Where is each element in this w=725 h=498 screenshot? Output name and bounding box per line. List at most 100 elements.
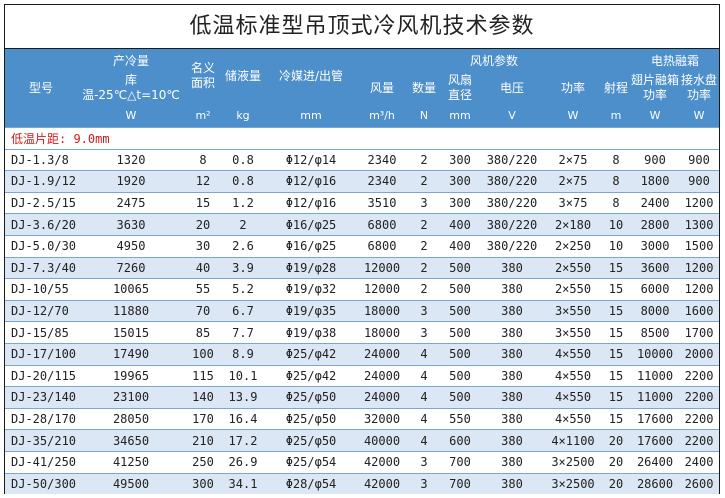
- cell-diameter: 500: [441, 386, 479, 409]
- header-pipe: 冷媒进/出管: [265, 49, 357, 103]
- table-row: DJ-10/55 10065 55 5.2 Φ19/φ32 12000 2 500 380 2×5…: [5, 278, 720, 301]
- cell-drain: 2200: [679, 386, 720, 409]
- cell-pipe: Φ25/φ50: [265, 386, 357, 409]
- header-drain: 接水盘 功率: [679, 73, 720, 103]
- header-drain-line2: 功率: [687, 88, 712, 102]
- cell-storage: 13.9: [221, 386, 265, 409]
- cell-pipe: Φ12/φ14: [265, 148, 357, 171]
- header-model: 型号: [5, 49, 77, 128]
- unit-capacity: W: [77, 103, 185, 128]
- header-diameter: 风扇 直径: [441, 73, 479, 103]
- cell-pipe: Φ12/φ16: [265, 191, 357, 214]
- unit-range: m: [601, 103, 632, 128]
- cell-count: 2: [407, 278, 441, 301]
- header-capacity: 产冷量: [77, 49, 185, 73]
- cell-storage: 0.8: [221, 170, 265, 193]
- cell-airflow: 32000: [357, 407, 407, 430]
- table-row: DJ-17/100 17490 100 8.9 Φ25/φ42 24000 4 500 380 4…: [5, 342, 720, 366]
- cell-diameter: 700: [441, 472, 479, 495]
- cell-drain: 2200: [679, 364, 720, 387]
- header-heat-group: 电热融霜: [631, 49, 720, 73]
- cell-count: 4: [407, 364, 441, 387]
- cell-range: 15: [601, 321, 632, 344]
- cell-pipe: Φ25/φ50: [265, 429, 357, 452]
- cell-diameter: 300: [441, 170, 479, 193]
- cell-voltage: 380: [479, 299, 545, 322]
- cell-count: 3: [407, 321, 441, 344]
- cell-voltage: 380/220: [479, 213, 545, 236]
- cell-drain: 2200: [679, 429, 720, 452]
- cell-count: 3: [407, 191, 441, 214]
- cell-fin: 11000: [631, 364, 680, 387]
- cell-fin: 8000: [631, 299, 680, 322]
- cell-airflow: 40000: [357, 429, 407, 452]
- cell-fin: 26400: [631, 450, 680, 473]
- cell-area: 85: [185, 321, 221, 344]
- cell-power: 2×550: [545, 256, 601, 279]
- cell-power: 3×550: [545, 299, 601, 322]
- table-row: DJ-35/210 34650 210 17.2 Φ25/φ50 40000 4 600 380…: [5, 429, 720, 452]
- header-area-line1: 名义: [190, 61, 215, 75]
- cell-power: 2×75: [545, 170, 601, 193]
- cell-power: 4×550: [545, 364, 601, 387]
- cell-range: 15: [601, 299, 632, 322]
- section-row: 低温片距: 9.0mm: [5, 127, 720, 150]
- cell-pipe: Φ19/φ35: [265, 299, 357, 322]
- cell-drain: 1200: [679, 278, 720, 301]
- cell-count: 2: [407, 213, 441, 236]
- header-power: 功率: [545, 73, 601, 103]
- cell-capacity: 1920: [77, 170, 185, 193]
- cell-diameter: 700: [441, 450, 479, 473]
- cell-fin: 17600: [631, 407, 680, 430]
- header-capacity-sub1: 库: [124, 73, 137, 87]
- cell-storage: 2: [221, 213, 265, 236]
- cell-voltage: 380: [479, 429, 545, 452]
- cell-storage: 16.4: [221, 407, 265, 430]
- cell-airflow: 3510: [357, 191, 407, 214]
- cell-area: 100: [185, 342, 221, 366]
- cell-pipe: Φ25/φ42: [265, 342, 357, 366]
- cell-airflow: 6800: [357, 213, 407, 236]
- cell-voltage: 380: [479, 278, 545, 301]
- header-capacity-sub2: 温-25℃△t=10℃: [82, 88, 180, 102]
- cell-count: 4: [407, 429, 441, 452]
- cell-voltage: 380/220: [479, 234, 545, 258]
- table-header: 型号 产冷量 名义 面积 储液量 冷媒进/出管 风机参数 电热融霜 库温-25℃△…: [5, 49, 720, 128]
- cell-range: 8: [601, 191, 632, 214]
- cell-diameter: 500: [441, 321, 479, 344]
- cell-area: 20: [185, 213, 221, 236]
- cell-drain: 1700: [679, 321, 720, 344]
- cell-airflow: 42000: [357, 450, 407, 473]
- cell-pipe: Φ28/φ54: [265, 472, 357, 495]
- cell-power: 4×1100: [545, 429, 601, 452]
- cell-diameter: 300: [441, 148, 479, 171]
- cell-model: DJ-20/115: [5, 364, 77, 387]
- cell-model: DJ-15/85: [5, 321, 77, 344]
- cell-voltage: 380/220: [479, 170, 545, 193]
- cell-drain: 1200: [679, 256, 720, 279]
- cell-range: 8: [601, 148, 632, 171]
- cell-diameter: 550: [441, 407, 479, 430]
- cell-diameter: 600: [441, 429, 479, 452]
- cell-area: 250: [185, 450, 221, 473]
- cell-area: 115: [185, 364, 221, 387]
- cell-capacity: 10065: [77, 278, 185, 301]
- header-diameter-line1: 风扇: [447, 73, 472, 87]
- table-row: DJ-28/170 28050 170 16.4 Φ25/φ50 32000 4 550 380…: [5, 407, 720, 430]
- cell-model: DJ-3.6/20: [5, 213, 77, 236]
- cell-capacity: 2475: [77, 191, 185, 214]
- table-row: DJ-7.3/40 7260 40 3.9 Φ19/φ28 12000 2 500 380 2×5…: [5, 256, 720, 279]
- cell-fin: 3000: [631, 234, 680, 258]
- cell-power: 3×550: [545, 321, 601, 344]
- cell-fin: 2800: [631, 213, 680, 236]
- cell-pipe: Φ19/φ28: [265, 256, 357, 279]
- cell-count: 3: [407, 450, 441, 473]
- cell-fin: 28600: [631, 472, 680, 495]
- cell-model: DJ-5.0/30: [5, 234, 77, 258]
- cell-power: 2×250: [545, 234, 601, 258]
- cell-capacity: 7260: [77, 256, 185, 279]
- cell-storage: 0.8: [221, 148, 265, 171]
- cell-area: 8: [185, 148, 221, 171]
- cell-airflow: 2340: [357, 148, 407, 171]
- cell-drain: 1600: [679, 299, 720, 322]
